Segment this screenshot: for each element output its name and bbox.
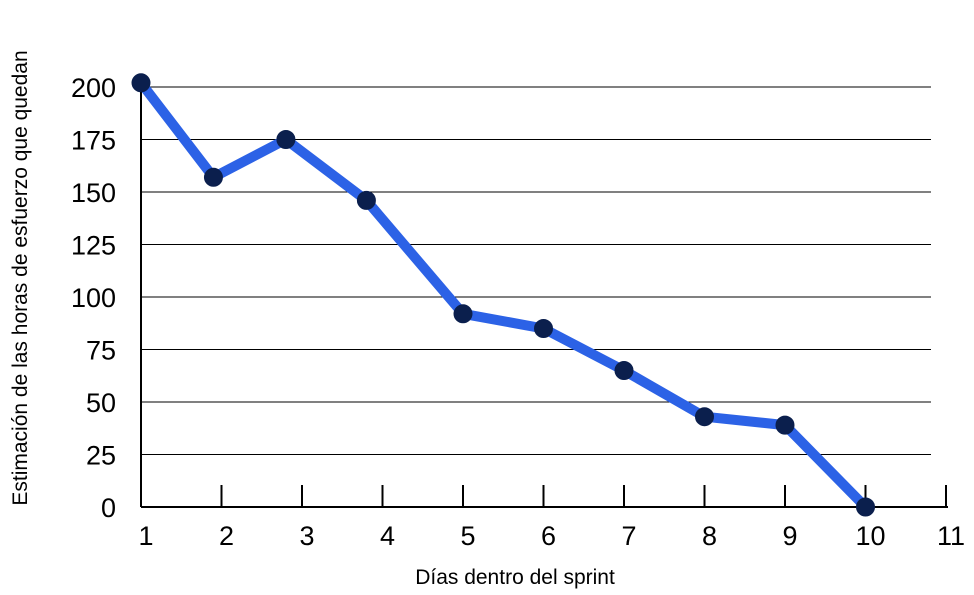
x-tick-labels: 1 2 3 4 5 6 7 8 9 10 11 bbox=[138, 521, 965, 551]
y-tick-label-100: 100 bbox=[71, 283, 116, 313]
series-line-0 bbox=[136, 77, 871, 512]
data-point-9 bbox=[775, 415, 795, 435]
x-tick-label-10: 10 bbox=[855, 521, 885, 551]
data-point-7 bbox=[614, 361, 634, 380]
y-tick-label-25: 25 bbox=[86, 441, 116, 471]
x-tick-label-11: 11 bbox=[937, 521, 965, 551]
x-tick-label-5: 5 bbox=[460, 521, 475, 551]
y-tick-label-175: 175 bbox=[71, 126, 116, 156]
data-point-8 bbox=[695, 407, 714, 427]
gridlines bbox=[141, 86, 931, 455]
x-tick-label-7: 7 bbox=[621, 521, 636, 551]
data-point-5 bbox=[453, 304, 473, 324]
data-point-4 bbox=[356, 190, 376, 210]
x-tick-label-3: 3 bbox=[299, 521, 314, 551]
axes bbox=[140, 87, 948, 508]
y-axis-title: Estimación de las horas de esfuerzo que … bbox=[9, 50, 32, 505]
y-tick-label-125: 125 bbox=[71, 231, 116, 261]
x-tick-label-6: 6 bbox=[541, 521, 556, 551]
data-point-2 bbox=[203, 167, 223, 187]
x-tick-label-2: 2 bbox=[219, 521, 234, 551]
data-point-10 bbox=[856, 497, 875, 517]
y-tick-label-50: 50 bbox=[86, 388, 116, 418]
data-point-6 bbox=[534, 319, 553, 338]
x-axis-title: Días dentro del sprint bbox=[415, 566, 615, 589]
x-tick-label-1: 1 bbox=[138, 521, 153, 551]
y-tick-labels: 0 25 50 75 100 125 150 175 200 bbox=[71, 73, 116, 523]
data-point-3 bbox=[276, 130, 296, 149]
data-point-1 bbox=[131, 73, 151, 93]
y-tick-label-75: 75 bbox=[86, 336, 116, 366]
x-tick-label-4: 4 bbox=[380, 521, 395, 551]
y-tick-label-0: 0 bbox=[101, 493, 116, 523]
series bbox=[131, 73, 875, 517]
x-tick-label-9: 9 bbox=[782, 521, 797, 551]
y-tick-label-150: 150 bbox=[71, 178, 116, 208]
y-tick-label-200: 200 bbox=[71, 73, 116, 103]
x-tick-label-8: 8 bbox=[702, 521, 717, 551]
